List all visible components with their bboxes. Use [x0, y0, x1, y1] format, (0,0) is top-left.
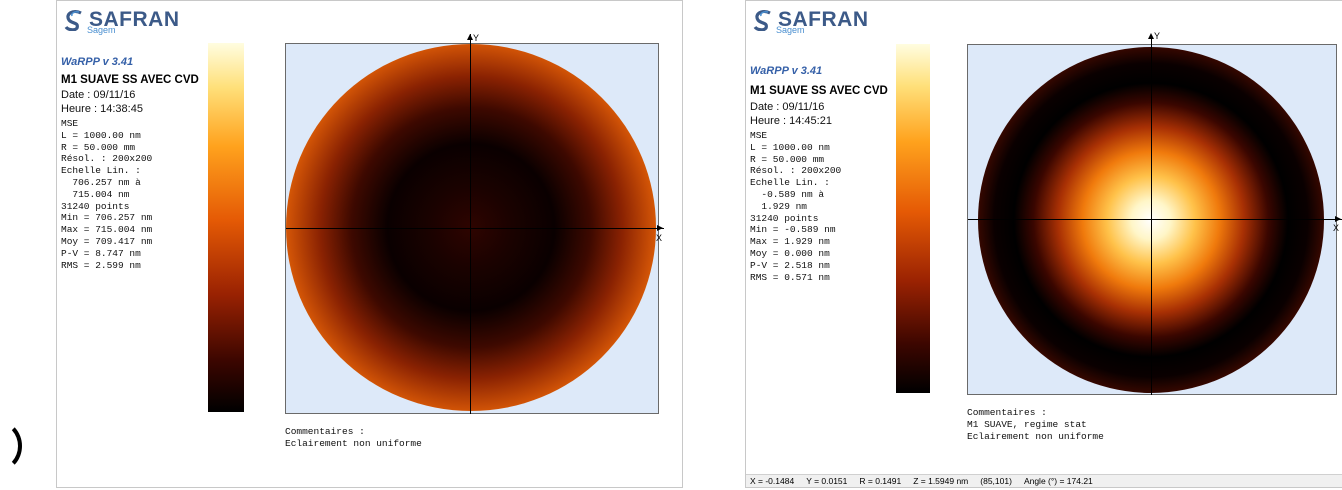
software-version: WaRPP v 3.41 [750, 65, 823, 77]
stats-line: 31240 points [61, 200, 130, 212]
stats-line: Résol. : 200x200 [750, 165, 842, 177]
stats-line: L = 1000.00 nm [61, 129, 141, 141]
stats-line: R = 50.000 mm [61, 141, 136, 153]
y-axis-arrow-icon [467, 34, 473, 40]
right-measurement-panel: SAFRAN Sagem WaRPP v 3.41 M1 SUAVE SS AV… [745, 0, 1342, 488]
measurement-time: Heure : 14:38:45 [61, 103, 143, 115]
brand-subtitle: Sagem [87, 25, 116, 35]
status-z-value: Z = 1.5949 nm [913, 476, 969, 486]
stats-line: P-V = 2.518 nm [750, 259, 830, 271]
safran-swoosh-icon [753, 9, 771, 31]
stats-line: Moy = 709.417 nm [61, 235, 153, 247]
wavefront-map[interactable] [285, 34, 664, 414]
stats-line: 706.257 nm à [61, 176, 141, 188]
comment-line: Commentaires : [285, 426, 365, 437]
y-axis-arrow-icon [1148, 33, 1154, 39]
status-radius: R = 0.1491 [859, 476, 902, 486]
stats-line: Max = 715.004 nm [61, 224, 153, 236]
stats-line: Echelle Lin. : [61, 165, 141, 177]
stats-line: Min = 706.257 nm [61, 212, 153, 224]
status-pixel-index: (85,101) [980, 476, 1012, 486]
stats-line: R = 50.000 mm [750, 153, 825, 165]
brand-name: SAFRAN [778, 8, 869, 31]
stats-line: Max = 1.929 nm [750, 236, 830, 248]
x-axis-arrow-icon [1335, 216, 1341, 222]
comment-line: Commentaires : [967, 407, 1047, 418]
stats-block: MSE L = 1000.00 nm R = 50.000 mm Résol. : 2… [750, 130, 841, 283]
stats-line: Echelle Lin. : [750, 177, 830, 189]
comment-line: Eclairement non uniforme [967, 431, 1104, 442]
surface-map-disc [286, 44, 656, 411]
x-axis-label: X [1333, 223, 1340, 233]
stats-line: MSE [750, 130, 768, 141]
color-scale-bar [208, 43, 244, 412]
y-axis-line [470, 34, 471, 414]
partial-parenthesis-mark [0, 420, 22, 472]
stats-line: RMS = 0.571 nm [750, 271, 830, 283]
measurement-title: M1 SUAVE SS AVEC CVD [750, 85, 888, 97]
stats-line: L = 1000.00 nm [750, 141, 830, 153]
status-y-coordinate: Y = 0.0151 [806, 476, 848, 486]
stats-line: 31240 points [750, 212, 819, 224]
left-measurement-panel: SAFRAN Sagem WaRPP v 3.41 M1 SUAVE SS AV… [56, 0, 683, 488]
x-axis-arrow-icon [657, 225, 663, 231]
stats-line: Moy = 0.000 nm [750, 247, 830, 259]
stats-line: 715.004 nm [61, 188, 130, 200]
measurement-time: Heure : 14:45:21 [750, 115, 832, 127]
comment-line: M1 SUAVE, regime stat [967, 419, 1087, 430]
x-axis-label: X [656, 233, 663, 243]
comments-block: Commentaires : M1 SUAVE, regime stat Eclai… [967, 407, 1104, 443]
comment-line: Eclairement non uniforme [285, 438, 422, 449]
x-axis-line [286, 228, 664, 229]
safran-logo: SAFRAN [752, 9, 869, 31]
comments-block: Commentaires : Eclairement non uniforme [285, 426, 422, 450]
brand-subtitle: Sagem [776, 25, 805, 35]
x-axis-line [968, 219, 1342, 220]
wavefront-map[interactable] [967, 35, 1342, 395]
stats-line: 1.929 nm [750, 200, 808, 212]
stats-block: MSE L = 1000.00 nm R = 50.000 mm Résol. : 2… [61, 118, 152, 271]
safran-swoosh-icon [64, 9, 82, 31]
software-version: WaRPP v 3.41 [61, 56, 134, 68]
y-axis-label: Y [473, 33, 480, 43]
stats-line: RMS = 2.599 nm [61, 259, 141, 271]
stats-line: P-V = 8.747 nm [61, 247, 141, 259]
measurement-date: Date : 09/11/16 [750, 101, 825, 113]
stats-line: MSE [61, 118, 79, 129]
measurement-title: M1 SUAVE SS AVEC CVD [61, 74, 199, 86]
measurement-date: Date : 09/11/16 [61, 89, 136, 101]
color-scale-bar [896, 44, 930, 393]
stats-line: -0.589 nm à [750, 188, 825, 200]
stats-line: Min = -0.589 nm [750, 224, 836, 236]
status-bar: X = -0.1484 Y = 0.0151 R = 0.1491 Z = 1.… [746, 474, 1342, 487]
status-x-coordinate: X = -0.1484 [750, 476, 795, 486]
brand-name: SAFRAN [89, 8, 180, 31]
safran-logo: SAFRAN [63, 9, 180, 31]
y-axis-label: Y [1154, 31, 1161, 41]
stats-line: Résol. : 200x200 [61, 153, 153, 165]
y-axis-line [1151, 35, 1152, 395]
status-angle: Angle (°) = 174.21 [1023, 476, 1093, 486]
